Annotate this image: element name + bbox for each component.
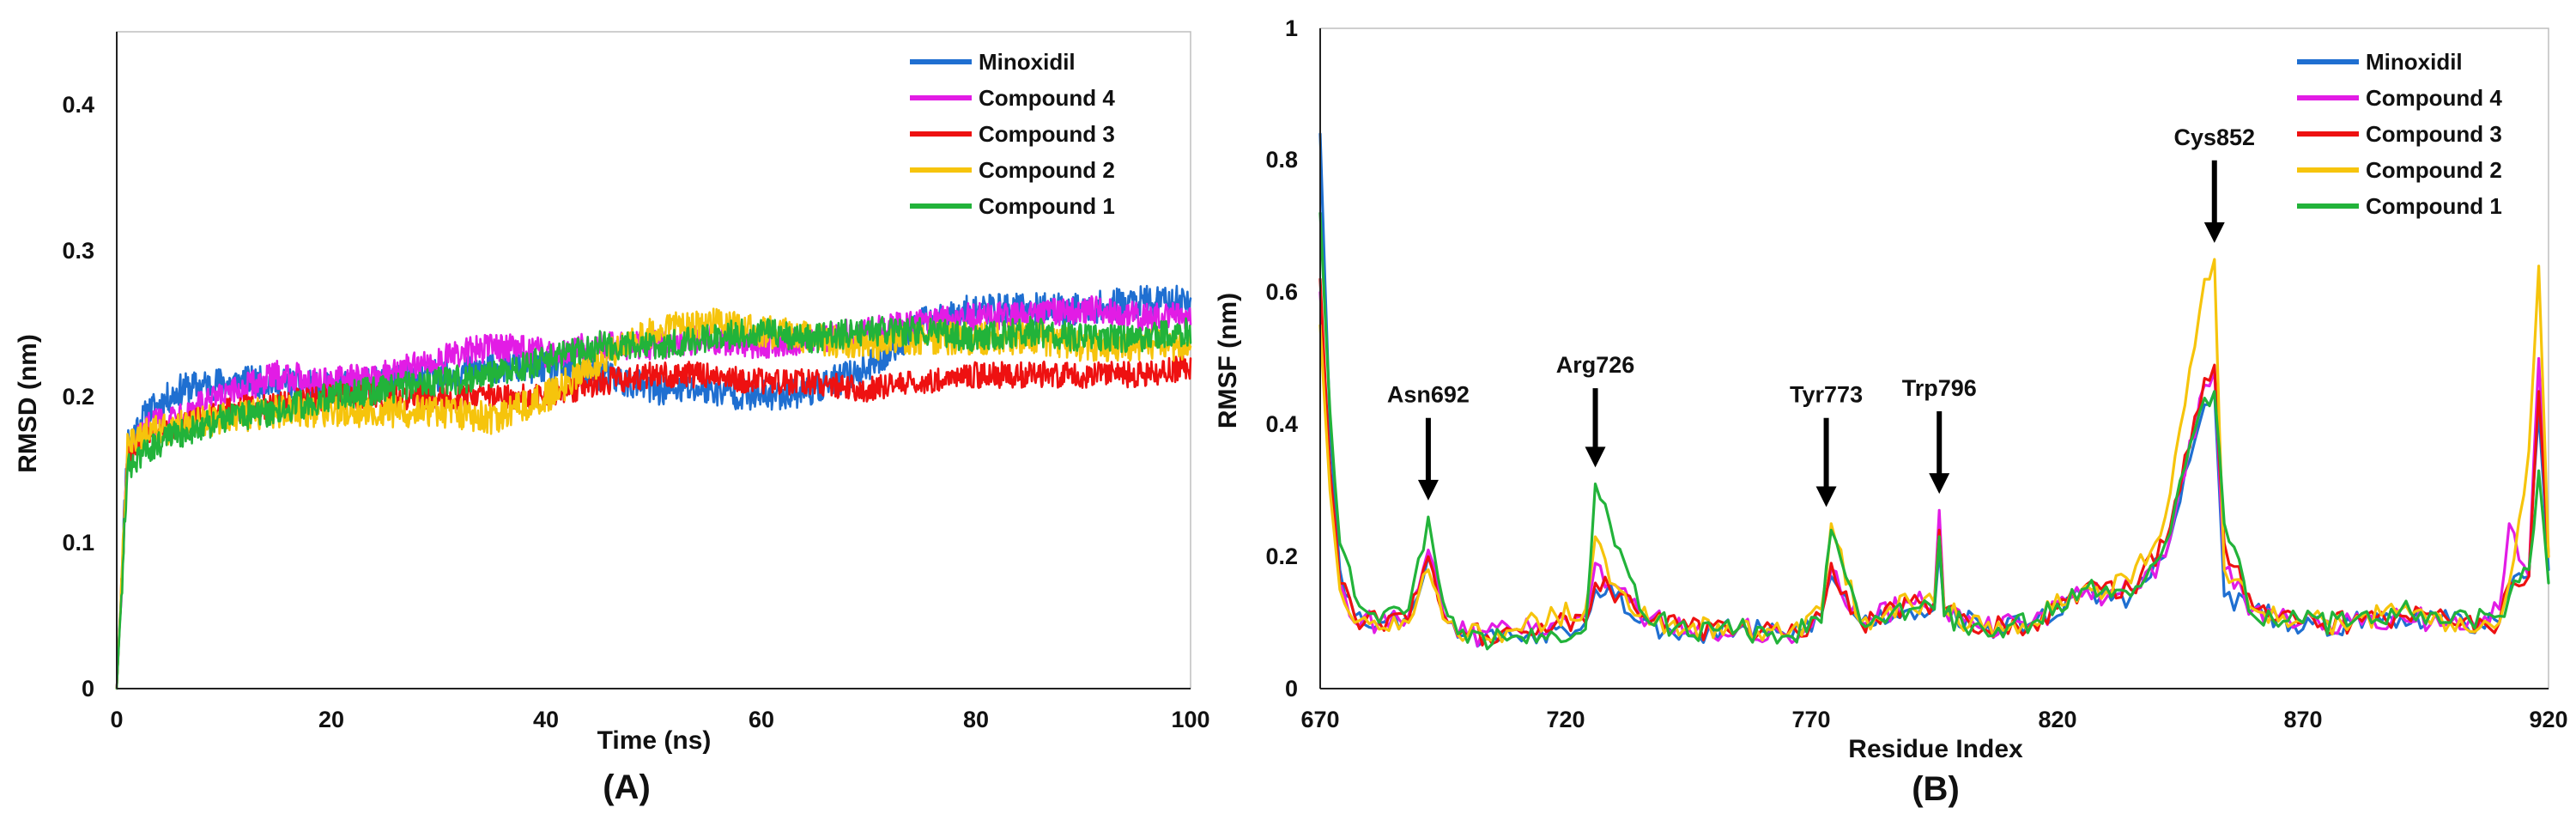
panel-b-y-ticks: 0 0.2 0.4 0.6 0.8 1 — [1265, 15, 1298, 701]
panel-a-x-axis-label: Time (ns) — [597, 726, 712, 755]
annotation-arrow-head-cys852 — [2203, 222, 2225, 243]
panel-a-axes — [116, 32, 1191, 689]
panel-b-x-tick: 870 — [2283, 707, 2322, 732]
panel-a-y-ticks: 0 0.1 0.2 0.3 0.4 — [62, 92, 94, 701]
annotation-arrow-head-trp796 — [1929, 473, 1950, 495]
annotation-label-trp796: Trp796 — [1902, 375, 1977, 401]
panel-a-y-axis-label: RMSD (nm) — [14, 334, 42, 473]
panel-a-series-group — [115, 284, 1192, 690]
annotation-label-cys852: Cys852 — [2173, 124, 2255, 150]
panel-b-x-tick: 920 — [2529, 707, 2567, 732]
panel-a-x-tick: 60 — [749, 707, 774, 732]
legend-label-compound-2: Compound 2 — [2366, 157, 2502, 183]
panel-b-axes — [1319, 28, 2549, 689]
panel-b-annotations: Asn692 Arg726 Tyr773 Trp796 Cys852 — [1387, 124, 2255, 507]
panel-b-legend: Minoxidil Compound 4 Compound 3 Compound… — [2297, 49, 2502, 219]
panel-b-y-tick: 0.8 — [1265, 147, 1298, 173]
panel-b-x-tick: 820 — [2038, 707, 2076, 732]
legend-label-compound-4: Compound 4 — [2366, 85, 2502, 111]
annotation-label-asn692: Asn692 — [1387, 382, 1470, 408]
panel-a-y-tick: 0 — [82, 676, 94, 701]
panel-a-legend: Minoxidil Compound 4 Compound 3 Compound… — [910, 49, 1115, 219]
panel-b-y-tick: 0.6 — [1265, 279, 1298, 305]
annotation-label-tyr773: Tyr773 — [1790, 382, 1863, 408]
panel-a-label: (A) — [603, 768, 651, 806]
rmsd-series-compound-1 — [115, 315, 1192, 690]
legend-label-compound-1: Compound 1 — [2366, 193, 2502, 219]
panel-a-x-tick: 40 — [533, 707, 559, 732]
legend-label-compound-3: Compound 3 — [979, 121, 1115, 147]
panel-a-y-tick: 0.1 — [62, 530, 94, 556]
panel-a-y-tick: 0.2 — [62, 384, 94, 410]
panel-b-y-tick: 1 — [1285, 15, 1298, 41]
legend-label-compound-3: Compound 3 — [2366, 121, 2502, 147]
panel-a-x-tick: 80 — [963, 707, 989, 732]
panel-a-x-tick: 0 — [110, 707, 123, 732]
panel-a-x-tick: 20 — [318, 707, 344, 732]
panel-b-label: (B) — [1912, 770, 1960, 808]
panel-a-y-tick: 0.4 — [62, 92, 94, 118]
panel-b-rmsf: 670 720 770 820 870 920 0 0.2 0.4 0.6 0.… — [1214, 15, 2568, 808]
panel-b-x-tick: 720 — [1546, 707, 1585, 732]
annotation-arrow-head-asn692 — [1417, 479, 1439, 501]
panel-b-series-group — [1318, 132, 2550, 651]
panel-b-y-tick: 0.2 — [1265, 544, 1298, 569]
panel-b-x-ticks: 670 720 770 820 870 920 — [1300, 707, 2567, 732]
annotation-arrow-head-tyr773 — [1815, 486, 1837, 507]
panel-b-x-axis-label: Residue Index — [1848, 735, 2023, 763]
panel-a-x-tick: 100 — [1171, 707, 1209, 732]
panel-a-y-tick: 0.3 — [62, 238, 94, 264]
rmsf-series-compound-1 — [1318, 211, 2550, 651]
panel-b-y-axis-label: RMSF (nm) — [1214, 293, 1242, 428]
annotation-arrow-head-arg726 — [1585, 446, 1606, 468]
panel-a-x-ticks: 0 20 40 60 80 100 — [110, 707, 1209, 732]
panel-b-x-tick: 770 — [1791, 707, 1830, 732]
panel-b-x-tick: 670 — [1300, 707, 1339, 732]
annotation-label-arg726: Arg726 — [1556, 352, 1635, 378]
legend-label-compound-2: Compound 2 — [979, 157, 1115, 183]
panel-b-y-tick: 0 — [1285, 676, 1298, 701]
panel-a-plot-frame — [116, 31, 1191, 689]
legend-label-compound-1: Compound 1 — [979, 193, 1115, 219]
panel-a-rmsd: 0 20 40 60 80 100 0 0.1 0.2 0.3 0.4 Time… — [14, 31, 1210, 806]
legend-label-minoxidil: Minoxidil — [979, 49, 1076, 75]
panel-b-y-tick: 0.4 — [1265, 411, 1298, 437]
legend-label-compound-4: Compound 4 — [979, 85, 1115, 111]
legend-label-minoxidil: Minoxidil — [2366, 49, 2463, 75]
